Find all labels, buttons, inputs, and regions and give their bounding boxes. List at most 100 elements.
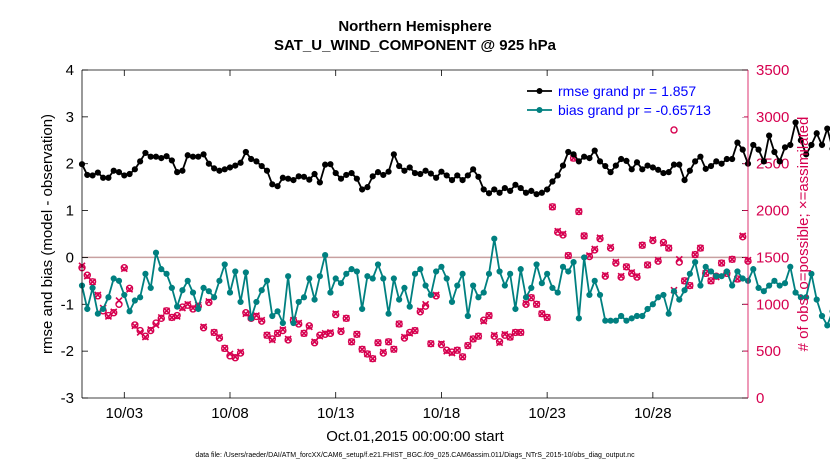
bias-point: [253, 298, 260, 306]
rmse-point: [797, 137, 804, 144]
rmse-point: [110, 167, 117, 174]
rmse-point: [808, 141, 815, 149]
obs-assimilated-point: [178, 304, 186, 312]
rmse-point: [168, 157, 175, 164]
y2-tick-label: 0: [756, 390, 764, 407]
chart-title: Northern Hemisphere: [338, 18, 492, 35]
obs-possible-point: [210, 328, 218, 337]
bias-point: [152, 249, 160, 256]
obs-assimilated-point: [437, 340, 445, 348]
obs-possible-point: [427, 339, 435, 348]
obs-assimilated-point: [596, 234, 604, 242]
bias-point: [406, 303, 413, 310]
rmse-point: [813, 130, 820, 137]
bias-point: [818, 312, 826, 320]
bias-point: [195, 305, 202, 313]
obs-assimilated-point: [538, 310, 546, 318]
plot-area: [82, 70, 748, 398]
rmse-point: [454, 172, 461, 179]
rmse-point: [570, 151, 577, 158]
rmse-point: [591, 147, 598, 154]
obs-assimilated-point: [617, 272, 625, 280]
rmse-point: [480, 186, 487, 193]
bias-point: [332, 275, 339, 282]
obs-possible-point: [739, 233, 747, 241]
obs-possible-point: [374, 339, 382, 347]
obs-assimilated-point: [416, 307, 424, 315]
obs-possible-point: [400, 334, 409, 342]
obs-assimilated-point: [469, 335, 477, 343]
bias-point: [633, 312, 641, 320]
obs-assimilated-point: [342, 314, 350, 322]
rmse-point: [438, 168, 445, 175]
obs-assimilated-point: [490, 331, 498, 339]
obs-assimilated-point: [406, 329, 414, 337]
bias-point: [380, 275, 387, 282]
bias-point: [417, 266, 424, 273]
rmse-point: [137, 158, 144, 165]
obs-possible-point: [659, 238, 668, 247]
obs-assimilated-point: [543, 313, 551, 321]
obs-assimilated-point: [607, 243, 615, 251]
bias-point: [89, 284, 96, 291]
bias-point: [586, 291, 593, 299]
obs-possible-point: [110, 309, 118, 317]
bias-point: [512, 305, 519, 313]
obs-assimilated-point: [718, 259, 726, 267]
bias-point: [126, 308, 133, 315]
rmse-point: [623, 157, 630, 165]
rmse-point: [522, 189, 530, 196]
obs-assimilated-point: [485, 311, 493, 320]
obs-possible-point: [369, 354, 377, 363]
rmse-point: [607, 169, 614, 176]
rmse-point: [734, 139, 741, 146]
obs-assimilated-point: [300, 329, 308, 337]
obs-possible-point: [205, 298, 213, 307]
rmse-point: [290, 177, 297, 184]
rmse-point: [396, 162, 403, 170]
rmse-point: [300, 173, 308, 180]
obs-possible-point: [221, 344, 229, 353]
rmse-point: [739, 146, 746, 153]
bias-point: [269, 312, 276, 320]
obs-assimilated-point: [385, 338, 393, 346]
rmse-point: [380, 171, 387, 179]
rmse-point: [417, 170, 424, 178]
x-tick-label: 10/28: [634, 405, 672, 422]
bias-point: [189, 289, 197, 296]
bias-point: [343, 270, 350, 277]
obs-assimilated-point: [638, 241, 646, 249]
bias-point: [422, 282, 429, 289]
obs-possible-point: [199, 324, 208, 332]
obs-assimilated-point: [686, 281, 694, 290]
rmse-point: [538, 189, 545, 196]
obs-possible-point: [717, 259, 726, 267]
bias-point: [591, 277, 598, 284]
rmse-point: [464, 172, 471, 179]
rmse-point: [422, 167, 429, 174]
obs-assimilated-point: [94, 291, 102, 299]
rmse-point: [565, 148, 572, 156]
obs-assimilated-point: [242, 310, 250, 318]
bias-point: [411, 270, 419, 277]
bias-point: [559, 263, 567, 270]
x-tick-label: 10/23: [528, 405, 566, 422]
legend-label: bias grand pr = -0.65713: [558, 102, 711, 118]
obs-assimilated-point: [173, 312, 181, 321]
rmse-point: [311, 170, 318, 178]
bias-point: [681, 287, 688, 294]
obs-possible-point: [596, 234, 604, 243]
bias-point: [787, 263, 794, 270]
rmse-point: [221, 166, 228, 173]
obs-possible-point: [495, 338, 504, 346]
bias-point: [596, 291, 604, 299]
rmse-point: [517, 184, 524, 192]
chart-subtitle: SAT_U_WIND_COMPONENT @ 925 hPa: [274, 37, 556, 54]
bias-point: [729, 282, 736, 289]
rmse-point: [443, 172, 450, 179]
bias-point: [660, 291, 667, 299]
obs-assimilated-point: [448, 349, 456, 357]
rmse-point: [411, 169, 419, 177]
bias-point: [137, 294, 144, 301]
rmse-point: [364, 184, 371, 191]
